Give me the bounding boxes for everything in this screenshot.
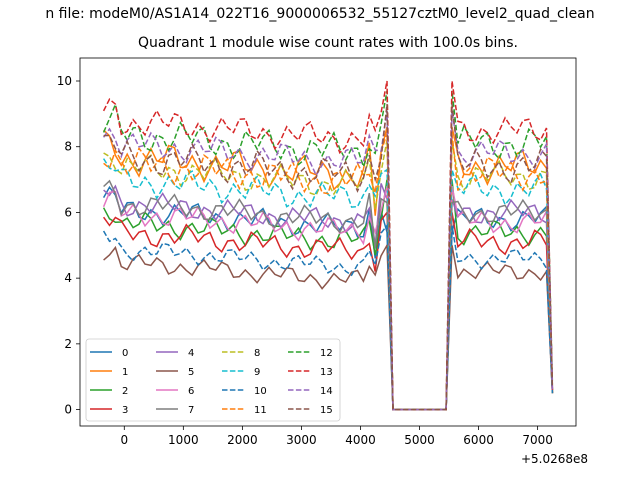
legend-label-1: 1 [122,367,128,378]
y-tick-label: 10 [57,74,72,88]
series-line-8 [103,139,554,411]
legend-label-3: 3 [122,405,128,416]
legend-label-12: 12 [320,348,333,359]
x-tick-label: 7000 [522,433,553,447]
legend-label-7: 7 [188,405,194,416]
series-line-10 [102,223,554,411]
legend-label-5: 5 [188,367,194,378]
y-tick-label: 8 [64,140,72,154]
x-tick-label: 2000 [227,433,258,447]
series-line-12 [102,90,554,411]
legend-label-4: 4 [188,348,194,359]
series-line-13 [102,80,554,411]
plot-frame [79,57,577,427]
legend-box [85,338,341,422]
series-line-2 [102,179,554,411]
x-tick-label: 0 [120,433,128,447]
series-line-15 [103,103,554,411]
legend-label-2: 2 [122,386,128,397]
legend-label-8: 8 [254,348,260,359]
legend-label-0: 0 [122,348,128,359]
legend-label-14: 14 [320,386,333,397]
legend-label-13: 13 [320,367,333,378]
series-line-5 [103,242,554,411]
y-tick-label: 0 [64,403,72,417]
legend-label-9: 9 [254,367,260,378]
series-line-3 [102,210,554,411]
legend-label-15: 15 [320,405,333,416]
chart-title: Quadrant 1 module wise count rates with … [138,35,518,51]
x-tick-label: 4000 [345,433,376,447]
series-line-7 [103,179,554,411]
x-offset-label: +5.0268e8 [520,452,588,466]
x-tick-label: 6000 [463,433,494,447]
series-line-14 [102,110,554,411]
series-line-9 [102,158,554,411]
legend-label-11: 11 [254,405,267,416]
x-tick-label: 5000 [404,433,435,447]
series-line-6 [102,185,554,411]
series-line-11 [103,133,554,411]
figure-suptitle: n file: modeM0/AS1A14_022T16_9000006532_… [45,6,595,22]
plot-area: 0 1000 2000 3000 4000 5000 6000 700002468100123… [57,57,577,447]
legend-label-10: 10 [254,386,267,397]
y-tick-label: 4 [64,271,72,285]
y-tick-label: 6 [64,205,72,219]
legend-label-6: 6 [188,386,194,397]
y-tick-label: 2 [64,337,72,351]
x-tick-label: 3000 [286,433,317,447]
x-tick-label: 1000 [168,433,199,447]
